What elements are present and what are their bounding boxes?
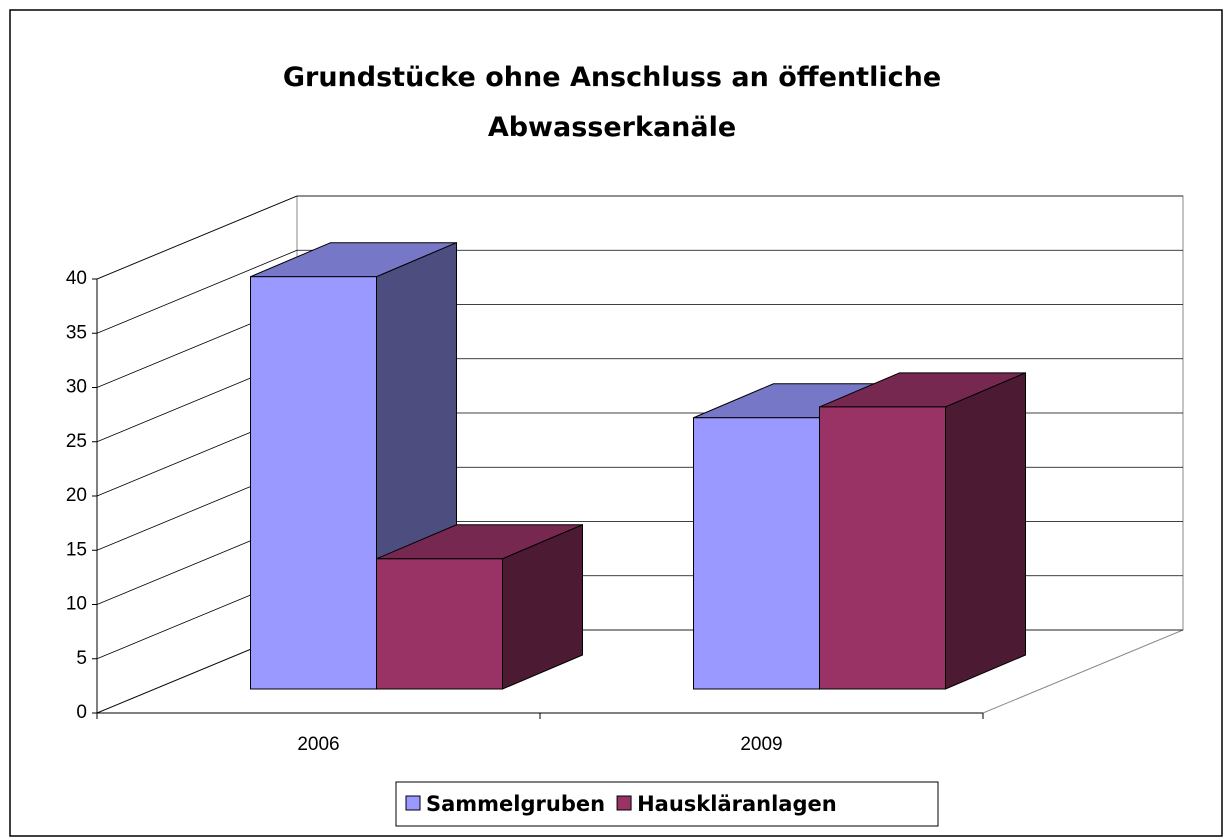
bar <box>819 406 946 690</box>
y-tick-label: 10 <box>66 594 87 615</box>
grid-line <box>96 249 298 334</box>
grid-line <box>96 195 298 280</box>
legend-swatch <box>405 795 421 811</box>
y-tick-label: 30 <box>66 377 87 398</box>
y-tick-label: 15 <box>66 539 87 560</box>
legend-label: Hauskläranlagen <box>637 792 837 816</box>
bar-side <box>945 372 1026 690</box>
legend-label: Sammelgruben <box>426 792 605 816</box>
y-tick-label: 40 <box>66 268 87 289</box>
y-tick-label: 5 <box>76 648 87 669</box>
y-tick-label: 0 <box>76 702 87 723</box>
y-tick-label: 35 <box>66 322 87 343</box>
legend-box <box>395 781 939 827</box>
y-tick-label: 20 <box>66 485 87 506</box>
bar <box>250 276 377 690</box>
chart-border <box>9 9 1223 837</box>
x-tick-label: 2009 <box>740 734 782 755</box>
y-tick-label: 25 <box>66 431 87 452</box>
legend-swatch <box>616 795 632 811</box>
bar <box>693 417 820 690</box>
x-tick-label: 2006 <box>297 734 339 755</box>
bar <box>376 558 503 690</box>
chart-title: Grundstücke ohne Anschluss an öffentlich… <box>282 62 942 143</box>
